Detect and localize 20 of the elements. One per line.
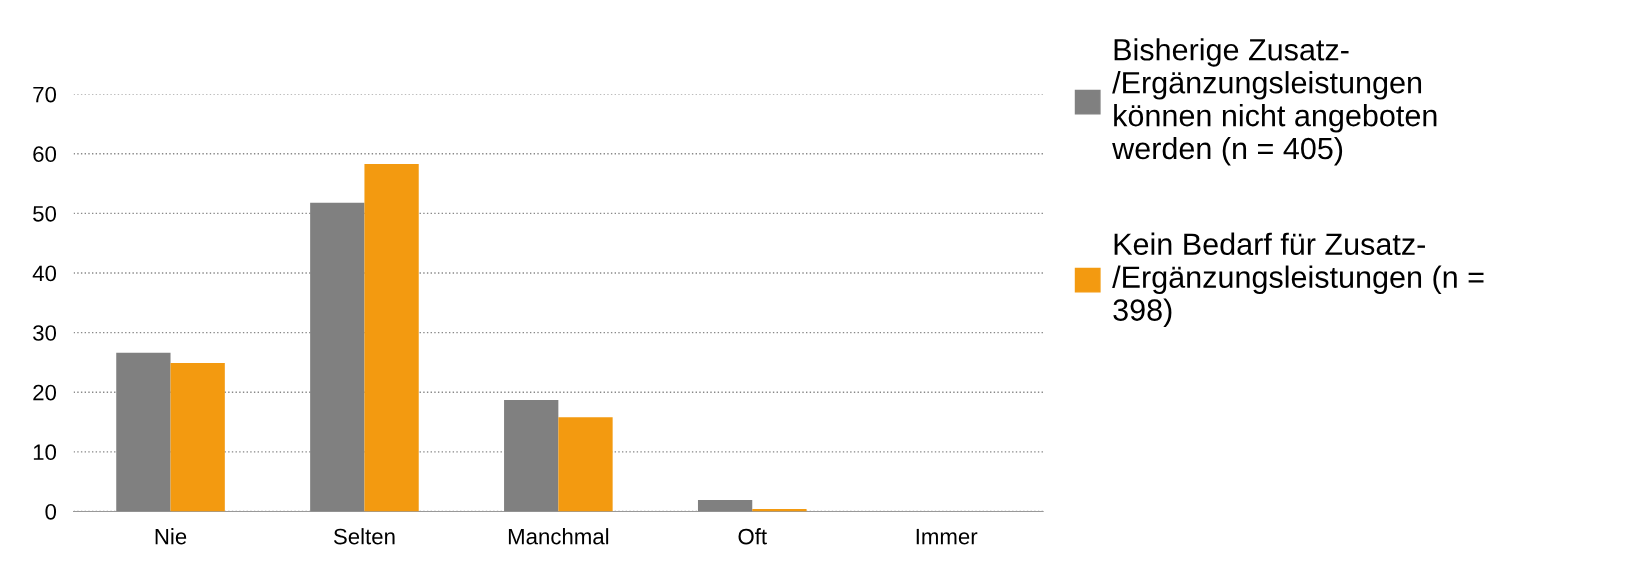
x-tick-label: Selten — [333, 528, 395, 545]
bar — [364, 163, 419, 512]
y-tick-label: 10 — [33, 444, 57, 461]
legend-label: Kein Bedarf für Zusatz- /Ergänzungsleistungen (n = 398) — [1112, 232, 1484, 327]
bar — [697, 500, 753, 512]
y-tick-label: 0 — [45, 503, 57, 520]
bar — [504, 399, 559, 512]
y-tick-label: 20 — [33, 384, 57, 401]
x-tick-label: Manchmal — [508, 528, 609, 545]
y-tick-label: 40 — [32, 265, 57, 282]
y-tick-label: 60 — [33, 146, 57, 163]
y-tick-label: 70 — [33, 86, 57, 103]
bar — [170, 363, 225, 512]
y-tick-label: 50 — [33, 205, 57, 222]
x-tick-label: Nie — [155, 528, 187, 545]
y-tick-label: 30 — [33, 325, 57, 341]
x-tick-label: Oft — [738, 528, 767, 545]
bar — [558, 417, 613, 512]
legend-label: Bisherige Zusatz- /Ergänzungsleistungen können nicht angeboten werden (n = 405) — [1112, 38, 1437, 166]
x-tick-label: Immer — [916, 528, 978, 545]
